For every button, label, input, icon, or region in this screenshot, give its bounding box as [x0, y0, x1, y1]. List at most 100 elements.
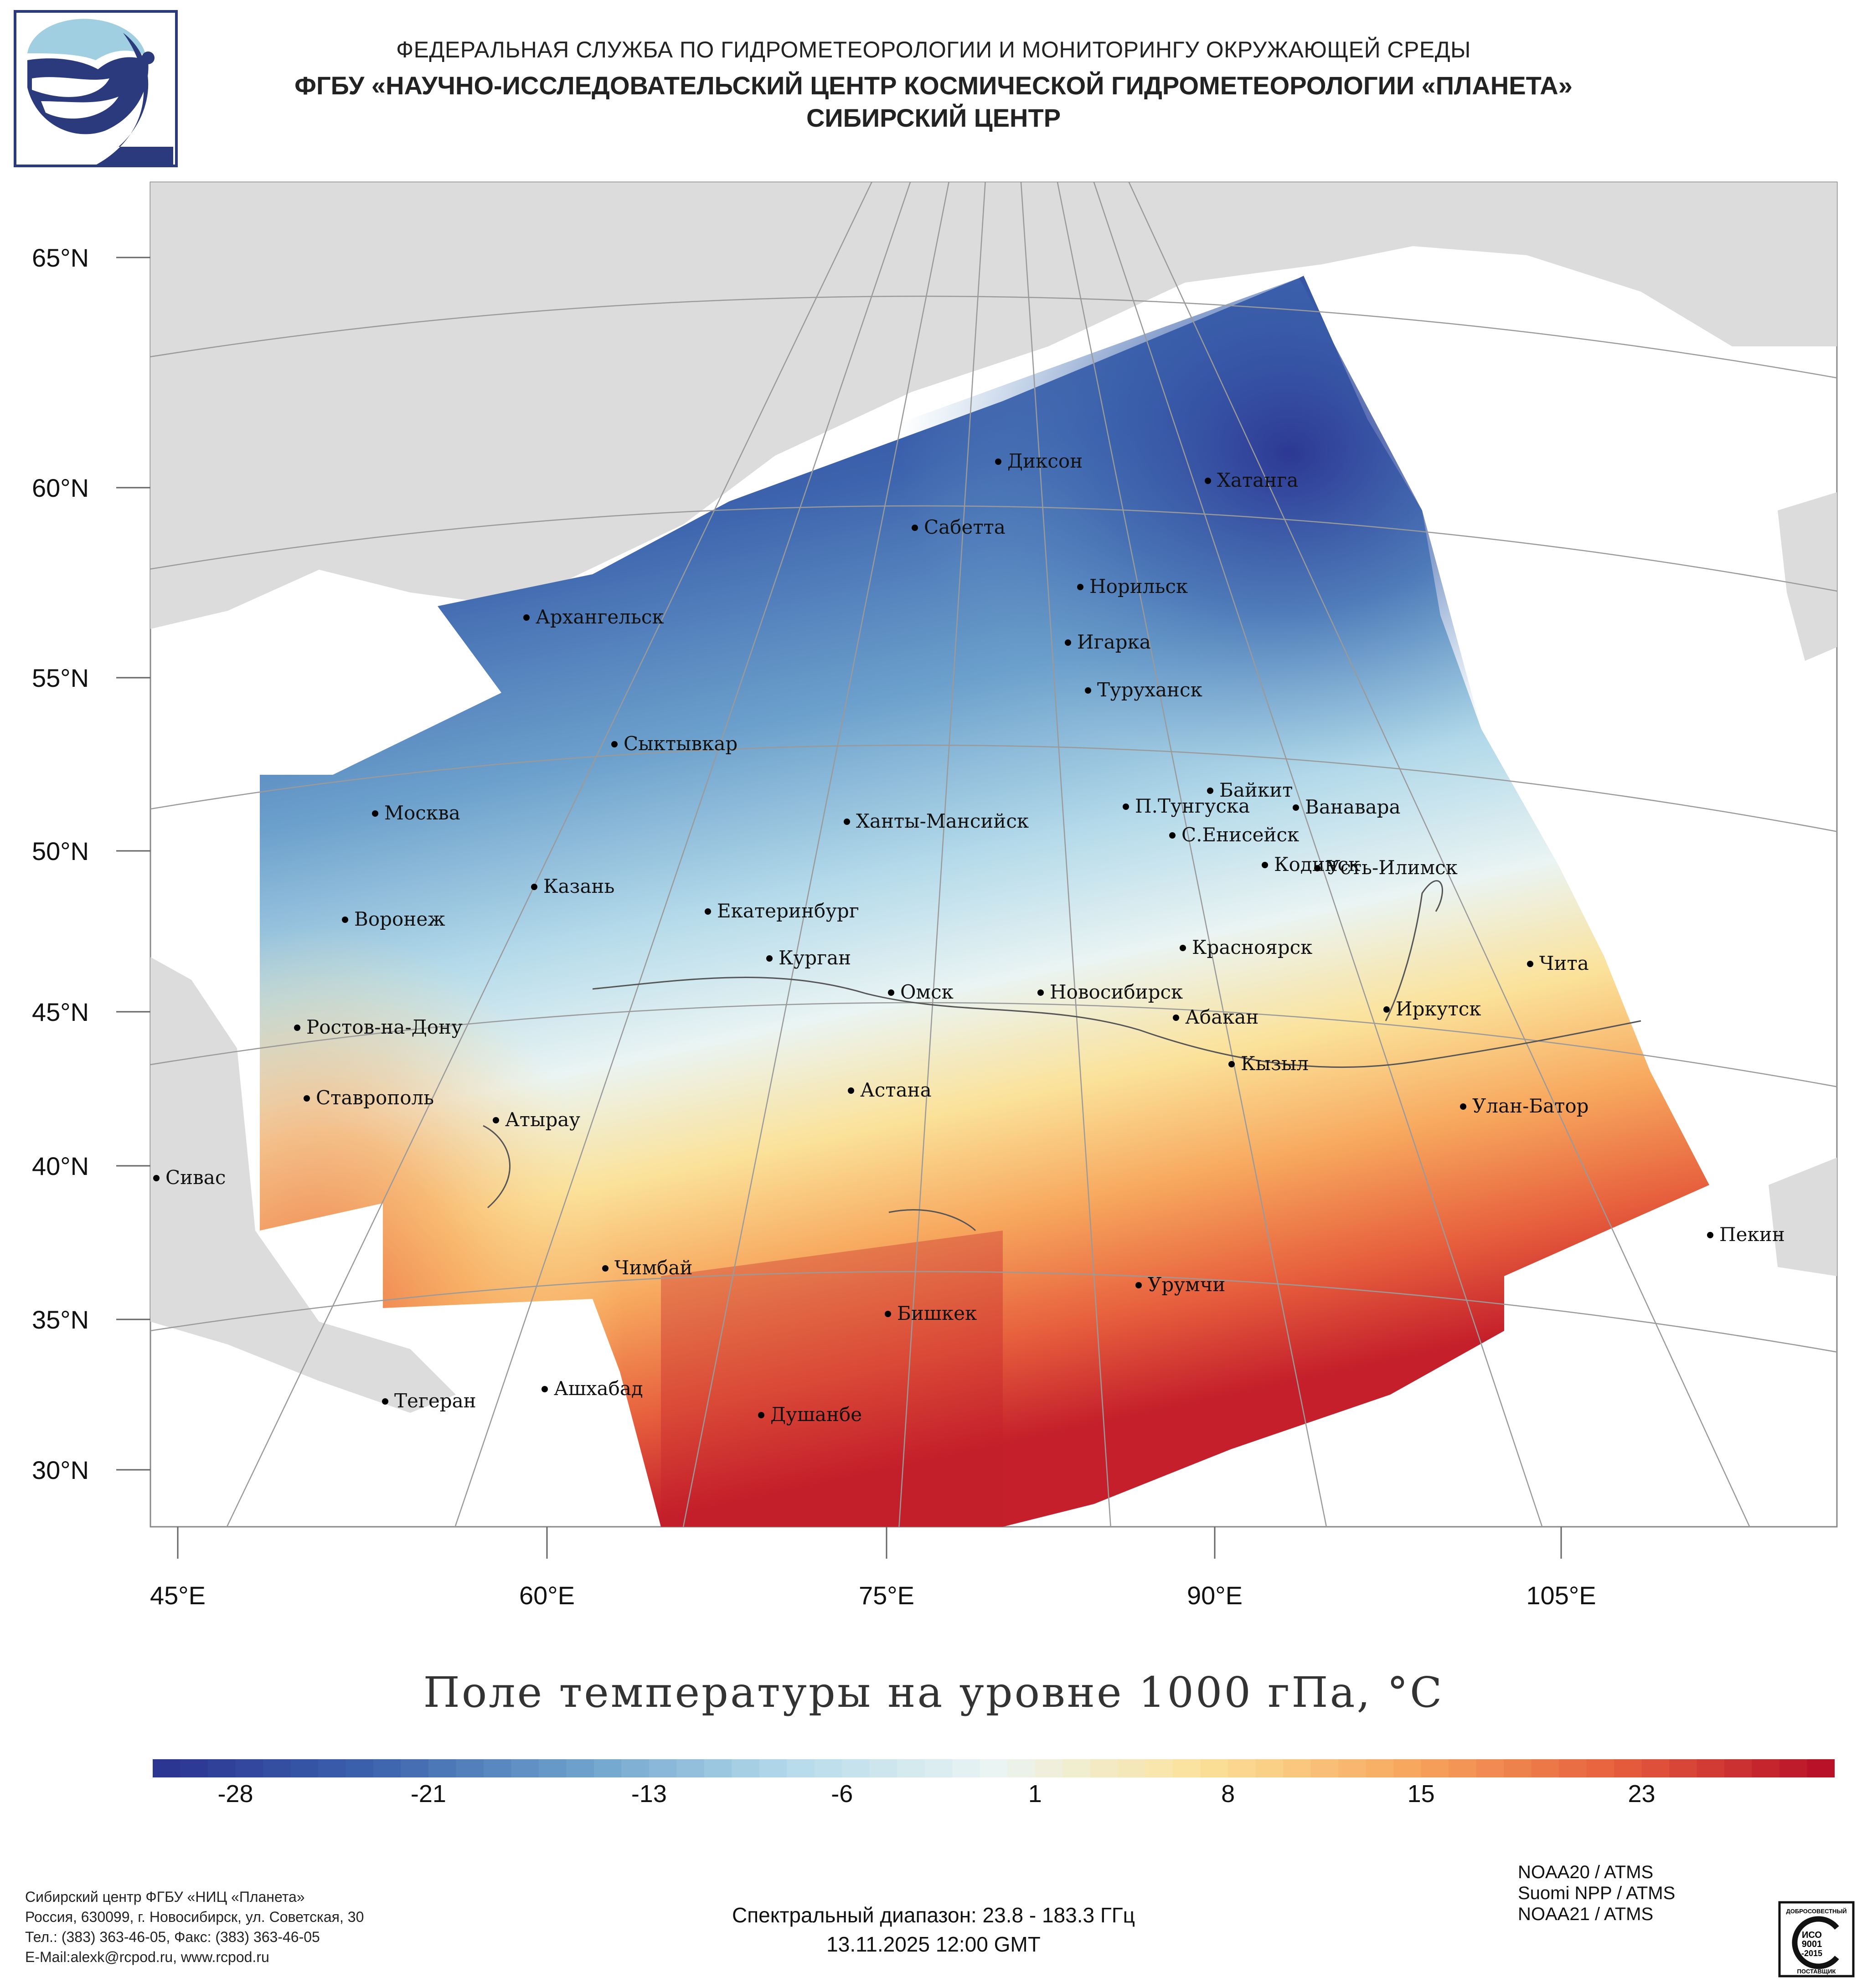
lat-label-65: 65°N — [32, 243, 89, 272]
lat-label-50: 50°N — [32, 837, 89, 865]
svg-text:Казань: Казань — [543, 875, 614, 897]
svg-text:Диксон: Диксон — [1007, 450, 1083, 472]
footer-center: Спектральный диапазон: 23.8 - 183.3 ГГц … — [0, 1900, 1867, 1959]
city-chimbay: Чимбай — [602, 1257, 692, 1279]
lon-ticks — [177, 1527, 1562, 1559]
colorbar-cell — [1614, 1759, 1642, 1777]
city-arkhangelsk: Архангельск — [523, 606, 664, 628]
colorbar-tick-label: 15 — [1407, 1780, 1435, 1808]
colorbar-cell — [566, 1759, 594, 1777]
temperature-map: 65°N 60°N 55°N 50°N 45°N 40°N 35°N 30°N … — [32, 181, 1838, 1610]
city-tegeran: Тегеран — [382, 1390, 476, 1412]
city-s-eniseysk: С.Енисейск — [1169, 824, 1299, 846]
colorbar-tick-label: 23 — [1628, 1780, 1656, 1808]
city-igarka: Игарка — [1065, 631, 1151, 653]
colorbar-cell — [732, 1759, 760, 1777]
borders — [483, 880, 1641, 1231]
city-pekin: Пекин — [1707, 1223, 1785, 1246]
city-abakan: Абакан — [1173, 1006, 1258, 1028]
footer-email: E-Mail:alexk@rcpod.ru, www.rcpod.ru — [25, 1949, 269, 1965]
city-baykit: Байкит — [1207, 779, 1293, 801]
colorbar-cell — [814, 1759, 842, 1777]
city-khanty-mansiysk: Ханты-Мансийск — [844, 810, 1029, 832]
colorbar-cell — [1393, 1759, 1422, 1777]
colorbar-cell — [1035, 1759, 1063, 1777]
city-p-tunguska: П.Тунгуска — [1123, 795, 1250, 817]
colorbar-cell — [1255, 1759, 1284, 1777]
city-ulan-bator: Улан-Батор — [1460, 1095, 1589, 1117]
colorbar-cell — [511, 1759, 539, 1777]
colorbar-cell — [621, 1759, 650, 1777]
svg-text:Кодинск: Кодинск — [1274, 853, 1360, 876]
city-ekaterinburg: Екатеринбург — [705, 900, 859, 922]
city-ust-ilimsk: Усть-Илимск — [1314, 856, 1458, 879]
colorbar-cell — [180, 1759, 208, 1777]
graticule-meridians — [226, 182, 1750, 1527]
lat-label-40: 40°N — [32, 1152, 89, 1180]
colorbar-tick-label: 1 — [1028, 1780, 1042, 1808]
sensor-noaa20: NOAA20 / ATMS — [1518, 1862, 1654, 1882]
city-dushanbe: Душанбе — [758, 1403, 862, 1426]
city-voronezh: Воронеж — [342, 908, 445, 930]
svg-text:Ростов-на-Дону: Ростов-на-Дону — [306, 1016, 463, 1038]
svg-text:Душанбе: Душанбе — [770, 1403, 862, 1426]
colorbar-cell — [1531, 1759, 1559, 1777]
warm-region — [260, 775, 820, 1527]
svg-text:Туруханск: Туруханск — [1097, 679, 1202, 701]
lat-label-45: 45°N — [32, 998, 89, 1026]
colorbar-cell — [649, 1759, 677, 1777]
colorbar-cell — [1476, 1759, 1504, 1777]
colorbar-cell — [290, 1759, 319, 1777]
colorbar-cell — [1118, 1759, 1146, 1777]
colorbar-cell — [1421, 1759, 1449, 1777]
colorbar-tick-label: -13 — [631, 1780, 667, 1808]
svg-text:Ставрополь: Ставрополь — [316, 1087, 434, 1109]
svg-text:Сабетта: Сабетта — [924, 516, 1006, 538]
colorbar-cell — [1283, 1759, 1311, 1777]
city-krasnoyarsk: Красноярск — [1180, 936, 1312, 958]
colorbar-cell — [1449, 1759, 1477, 1777]
lon-label-105: 105°E — [1526, 1581, 1596, 1610]
svg-text:Иркутск: Иркутск — [1396, 998, 1481, 1020]
city-novosibirsk: Новосибирск — [1037, 981, 1183, 1003]
svg-text:Омск: Омск — [900, 981, 954, 1003]
city-khatanga: Хатанга — [1205, 469, 1298, 491]
svg-text:Ашхабад: Ашхабад — [554, 1377, 643, 1400]
city-urumchi: Урумчи — [1135, 1273, 1225, 1296]
footer-phone: Тел.: (383) 363-46-05, Факс: (383) 363-4… — [25, 1929, 320, 1945]
planeta-logo-icon — [14, 10, 178, 167]
footer-org-line: Сибирский центр ФГБУ «НИЦ «Планета» — [25, 1889, 305, 1905]
colorbar-cell — [1779, 1759, 1808, 1777]
svg-text:ДОБРОСОВЕСТНЫЙ: ДОБРОСОВЕСТНЫЙ — [1786, 1908, 1846, 1915]
city-astana: Астана — [848, 1079, 932, 1101]
svg-text:Астана: Астана — [860, 1079, 932, 1101]
colorbar-cell — [1559, 1759, 1587, 1777]
city-kazan: Казань — [531, 875, 614, 897]
colorbar-cell — [1724, 1759, 1753, 1777]
svg-text:Игарка: Игарка — [1077, 631, 1151, 653]
colorbar-cell — [1173, 1759, 1201, 1777]
city-vanavara: Ванавара — [1293, 796, 1401, 818]
city-kyzyl: Кызыл — [1228, 1052, 1309, 1075]
colorbar-cell — [456, 1759, 484, 1777]
city-kurgan: Курган — [766, 947, 851, 969]
colorbar — [153, 1759, 1835, 1777]
colorbar-cell — [593, 1759, 622, 1777]
svg-text:ПОСТАВЩИК: ПОСТАВЩИК — [1797, 1968, 1836, 1975]
colorbar-cell — [1697, 1759, 1725, 1777]
svg-text:Екатеринбург: Екатеринбург — [717, 900, 859, 922]
colorbar-cell — [842, 1759, 870, 1777]
map-title: Поле температуры на уровне 1000 гПа, °C — [423, 1668, 1444, 1717]
far-east-landmass — [1778, 492, 1837, 661]
colorbar-cell — [401, 1759, 429, 1777]
lat-label-60: 60°N — [32, 474, 89, 502]
svg-text:Усть-Илимск: Усть-Илимск — [1326, 856, 1458, 879]
footer-organization: Сибирский центр ФГБУ «НИЦ «Планета» Росс… — [25, 1887, 364, 1967]
colorbar-tick-label: -28 — [217, 1780, 253, 1808]
svg-text:Абакан: Абакан — [1185, 1006, 1258, 1028]
colorbar-cell — [952, 1759, 980, 1777]
colorbar-cell — [1200, 1759, 1228, 1777]
svg-text:Тегеран: Тегеран — [394, 1390, 476, 1412]
lat-label-55: 55°N — [32, 664, 89, 692]
colorbar-cell — [1228, 1759, 1256, 1777]
